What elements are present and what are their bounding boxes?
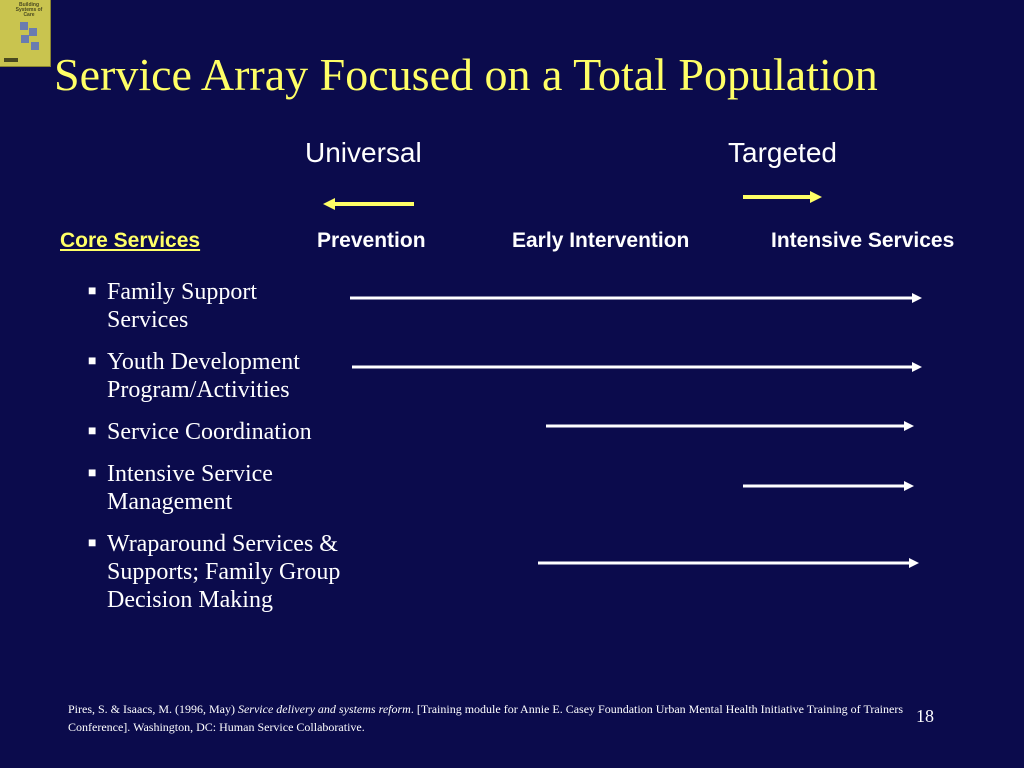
- citation: Pires, S. & Isaacs, M. (1996, May) Servi…: [68, 700, 908, 736]
- logo-square-2: [29, 28, 37, 36]
- logo-footer-mark: [4, 58, 18, 62]
- service-label: Youth Development Program/Activities: [107, 349, 300, 403]
- logo-square-1: [20, 22, 28, 30]
- square-bullet-icon: ■: [88, 536, 97, 551]
- square-bullet-icon: ■: [88, 424, 97, 439]
- targeted-arrow: [743, 191, 822, 203]
- logo-square-4: [31, 42, 39, 50]
- universal-label: Universal: [305, 137, 422, 168]
- citation-work-title: Service delivery and systems reform: [237, 702, 411, 716]
- service-label: Family Support Services: [107, 279, 258, 333]
- service-label: Intensive Service Management: [107, 461, 273, 515]
- slide-title: Service Array Focused on a Total Populat…: [54, 49, 878, 100]
- range-arrow-intensive-management: [743, 481, 914, 491]
- building-systems-of-care-logo: Building Systems of Care: [0, 0, 51, 67]
- universal-arrow: [323, 198, 414, 210]
- logo-square-3: [21, 35, 29, 43]
- service-item-youth-development: ■ Youth Development Program/Activities: [88, 348, 348, 404]
- targeted-label: Targeted: [728, 137, 837, 168]
- service-item-service-coordination: ■ Service Coordination: [88, 418, 368, 446]
- square-bullet-icon: ■: [88, 466, 97, 481]
- service-label: Wraparound Services & Supports; Family G…: [107, 531, 341, 613]
- square-bullet-icon: ■: [88, 284, 97, 299]
- service-item-wraparound: ■ Wraparound Services & Supports; Family…: [88, 530, 360, 614]
- intensive-services-heading: Intensive Services: [771, 229, 955, 252]
- range-arrow-wraparound: [538, 558, 919, 568]
- core-services-heading: Core Services: [60, 229, 201, 252]
- page-number: 18: [916, 706, 934, 726]
- left-arrowhead-icon: [323, 198, 335, 210]
- service-item-family-support: ■ Family Support Services: [88, 278, 318, 334]
- service-item-intensive-management: ■ Intensive Service Management: [88, 460, 328, 516]
- square-bullet-icon: ■: [88, 354, 97, 369]
- citation-details: . [Training module for Annie E. Casey Fo…: [68, 702, 903, 734]
- right-arrowhead-icon: [909, 558, 919, 568]
- right-arrowhead-icon: [810, 191, 822, 203]
- right-arrowhead-icon: [912, 362, 922, 372]
- early-intervention-heading: Early Intervention: [512, 229, 690, 252]
- right-arrowhead-icon: [912, 293, 922, 303]
- citation-authors: Pires, S. & Isaacs, M. (1996, May): [68, 702, 238, 716]
- range-arrow-family-support: [350, 293, 922, 303]
- prevention-heading: Prevention: [317, 229, 426, 252]
- right-arrowhead-icon: [904, 421, 914, 431]
- range-arrow-service-coordination: [546, 421, 914, 431]
- right-arrowhead-icon: [904, 481, 914, 491]
- service-label: Service Coordination: [107, 419, 312, 445]
- range-arrow-youth-development: [352, 362, 922, 372]
- logo-text: Building Systems of Care: [15, 2, 43, 18]
